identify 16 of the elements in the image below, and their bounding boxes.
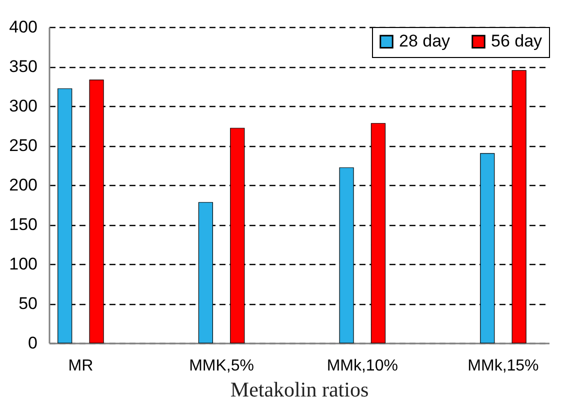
y-tick-label: 250 (9, 136, 38, 155)
y-tick-label: 400 (9, 18, 38, 36)
legend-label: 56 day (491, 32, 543, 51)
x-tick-label: MMk,15% (468, 358, 539, 374)
y-tick-label: 100 (9, 254, 38, 274)
x-tick-label: MMK,5% (189, 358, 254, 374)
x-tick-label: MR (68, 358, 94, 374)
y-tick-label: 0 (28, 334, 38, 352)
y-tick-label: 300 (9, 96, 38, 116)
y-tick-label: 350 (9, 57, 38, 76)
y-tick-label: 200 (9, 176, 38, 194)
x-axis-title: Metakolin ratios (230, 378, 369, 402)
legend-label: 28 day (399, 32, 451, 51)
x-tick-label: MMk,10% (326, 358, 398, 374)
y-tick-label: 50 (18, 294, 38, 313)
y-tick-label: 150 (9, 215, 38, 234)
